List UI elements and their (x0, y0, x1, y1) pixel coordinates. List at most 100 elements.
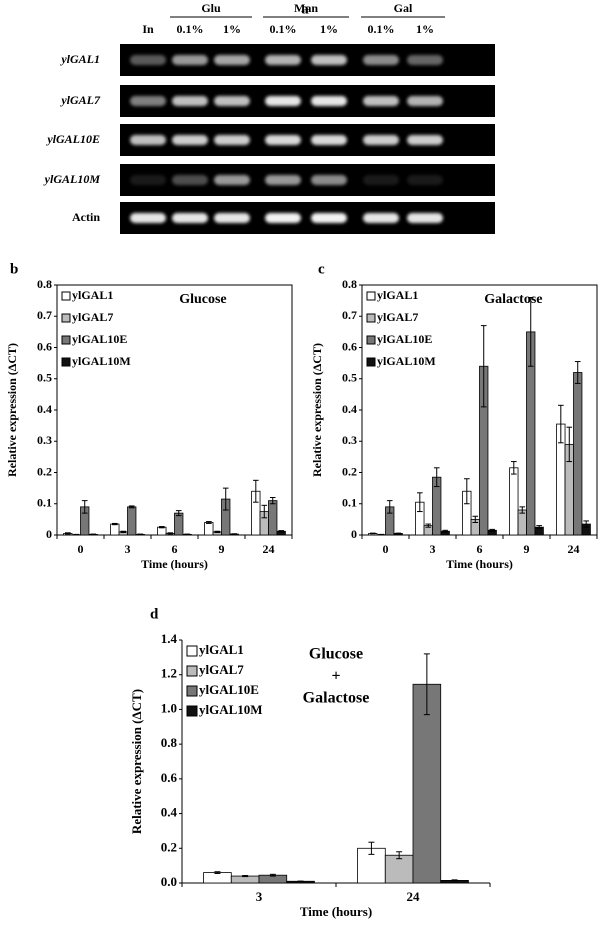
y-tick-label: 1.0 (161, 700, 177, 715)
error-bar (519, 506, 526, 514)
error-bar (158, 526, 165, 529)
x-tick-label: 0 (78, 542, 84, 556)
error-bar (368, 841, 375, 855)
legend-swatch (366, 335, 376, 345)
error-bar (242, 875, 249, 878)
y-tick-label: 0.6 (342, 339, 357, 353)
error-bar (111, 522, 118, 526)
gel-band (311, 213, 347, 223)
gel-band (407, 55, 443, 65)
chart-title: Glucose (179, 292, 226, 307)
gel-band (265, 96, 301, 106)
bar (412, 683, 442, 884)
error-bar (557, 404, 564, 444)
error-bar (137, 533, 144, 536)
lane-label: 0.1% (177, 22, 204, 36)
gel-band (214, 213, 250, 223)
error-bar (369, 532, 376, 535)
x-tick-label: 6 (477, 542, 483, 556)
gel-band (311, 96, 347, 106)
y-tick-label: 0.1 (342, 496, 357, 510)
y-tick-label: 0 (46, 527, 52, 541)
error-bar (396, 851, 403, 860)
y-tick-label: 0.6 (161, 770, 178, 785)
error-bar (167, 532, 174, 535)
panel-label: b (10, 261, 18, 277)
error-bar (205, 521, 212, 524)
error-bar (463, 478, 470, 505)
bar (384, 854, 414, 884)
error-bar (395, 532, 402, 535)
legend-swatch (186, 645, 198, 657)
error-bar (536, 525, 543, 530)
y-tick-label: 0 (351, 527, 357, 541)
group-label: Man (294, 1, 318, 15)
error-bar (214, 530, 221, 533)
y-tick-label: 0.5 (342, 371, 357, 385)
bar (517, 509, 527, 536)
y-tick-label: 0.8 (342, 277, 357, 291)
legend-label: ylGAL1 (377, 288, 418, 302)
y-tick-label: 0.4 (37, 402, 52, 416)
error-bar (81, 500, 88, 514)
lane-label: In (142, 22, 154, 36)
error-bar (451, 879, 458, 882)
legend-swatch (61, 357, 71, 367)
error-bar (128, 505, 135, 509)
y-tick-label: 0.4 (161, 805, 178, 820)
bar (509, 467, 519, 536)
gel-band (130, 55, 166, 65)
y-tick-label: 0.2 (342, 464, 357, 478)
bar (203, 872, 232, 884)
error-bar (583, 520, 590, 528)
error-bar (527, 297, 534, 367)
bar (157, 526, 167, 536)
gel-band (265, 175, 301, 185)
gel-band (265, 135, 301, 145)
bar (110, 523, 120, 536)
panel-label: c (318, 261, 325, 277)
error-bar (574, 361, 581, 384)
error-bar (278, 530, 285, 533)
error-bar (73, 533, 80, 536)
legend-label: ylGAL1 (199, 642, 244, 657)
gel-band (130, 96, 166, 106)
legend-label: ylGAL7 (199, 662, 244, 677)
x-tick-label: 3 (430, 542, 436, 556)
gel-band (363, 135, 399, 145)
gel-band (407, 213, 443, 223)
x-tick-label: 9 (524, 542, 530, 556)
y-tick-label: 1.4 (161, 631, 178, 646)
gel-band (130, 213, 166, 223)
error-bar (184, 533, 191, 536)
bar (573, 372, 583, 536)
error-bar (442, 529, 449, 533)
error-bar (566, 426, 573, 463)
row-label: ylGAL10E (45, 132, 100, 146)
y-tick-label: 0.3 (37, 433, 52, 447)
error-bar (214, 871, 221, 874)
legend-label: ylGAL10E (72, 332, 127, 346)
y-axis-label: Relative expression (ΔCT) (5, 343, 19, 477)
error-bar (510, 461, 517, 475)
bar (230, 875, 260, 884)
gel-band (172, 55, 208, 65)
y-tick-label: 0.3 (342, 433, 357, 447)
lane-label: 1% (223, 22, 241, 36)
bar (127, 506, 137, 536)
bar (174, 512, 184, 536)
gel-band (172, 135, 208, 145)
y-tick-label: 0.2 (37, 464, 52, 478)
legend-swatch (61, 313, 71, 323)
error-bar (386, 500, 393, 514)
error-bar (269, 873, 276, 877)
x-tick-label: 24 (407, 889, 421, 904)
panel-label: d (150, 606, 159, 622)
error-bar (231, 533, 238, 535)
gel-band (363, 55, 399, 65)
y-tick-label: 0.0 (161, 874, 177, 889)
error-bar (425, 523, 432, 528)
gel-band (311, 175, 347, 185)
chart-title: Galactose (484, 292, 542, 307)
gel-band (214, 135, 250, 145)
